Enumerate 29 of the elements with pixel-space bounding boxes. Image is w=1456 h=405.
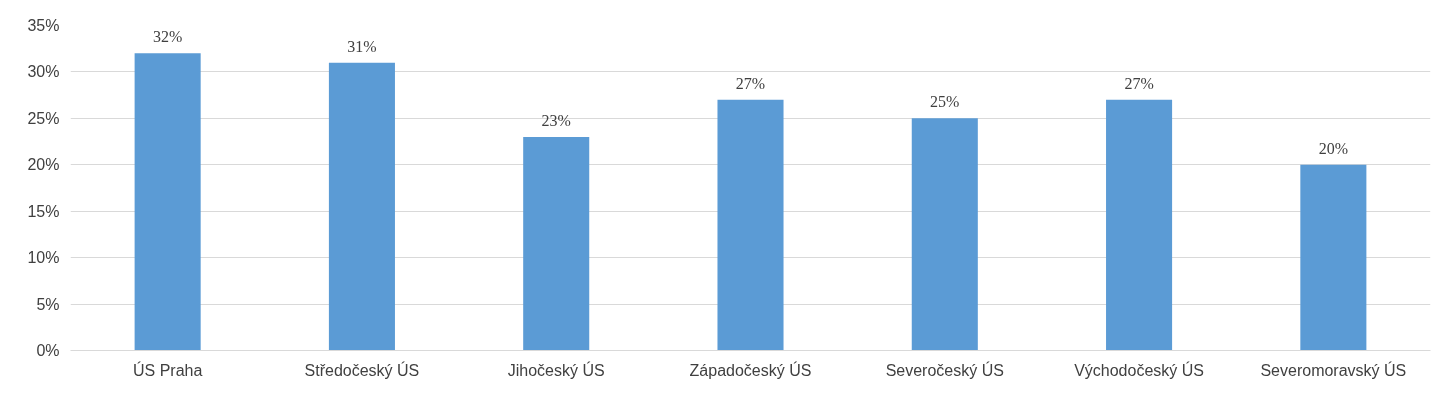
- bar: [328, 62, 395, 351]
- y-tick-label: 25%: [27, 109, 60, 127]
- x-tick-label: Východočeský ÚS: [1074, 360, 1204, 379]
- data-label: 32%: [152, 28, 183, 46]
- x-tick-label: ÚS Praha: [132, 360, 203, 379]
- bar: [911, 118, 978, 351]
- bar: [523, 136, 590, 351]
- data-label: 31%: [347, 37, 377, 55]
- bar: [1106, 99, 1173, 351]
- y-tick-label: 20%: [27, 156, 60, 174]
- x-tick-label: Severomoravský ÚS: [1260, 360, 1407, 379]
- y-tick-label: 5%: [36, 295, 60, 313]
- data-label: 20%: [1318, 139, 1349, 157]
- data-label: 23%: [541, 111, 571, 129]
- bar: [134, 53, 201, 351]
- y-tick-label: 15%: [27, 202, 60, 220]
- bar: [1300, 164, 1367, 351]
- data-label: 27%: [1124, 74, 1154, 92]
- y-tick-label: 10%: [27, 249, 60, 267]
- y-tick-label: 0%: [36, 342, 60, 359]
- y-tick-label: 35%: [27, 17, 60, 34]
- bar: [717, 99, 784, 351]
- y-tick-label: 30%: [27, 63, 60, 81]
- x-tick-label: Západočeský ÚS: [689, 360, 812, 379]
- x-tick-label: Středočeský ÚS: [304, 360, 420, 379]
- data-label: 25%: [930, 93, 960, 111]
- x-tick-label: Severočeský ÚS: [885, 360, 1004, 379]
- data-label: 27%: [735, 74, 766, 92]
- x-tick-label: Jihočeský ÚS: [507, 360, 605, 379]
